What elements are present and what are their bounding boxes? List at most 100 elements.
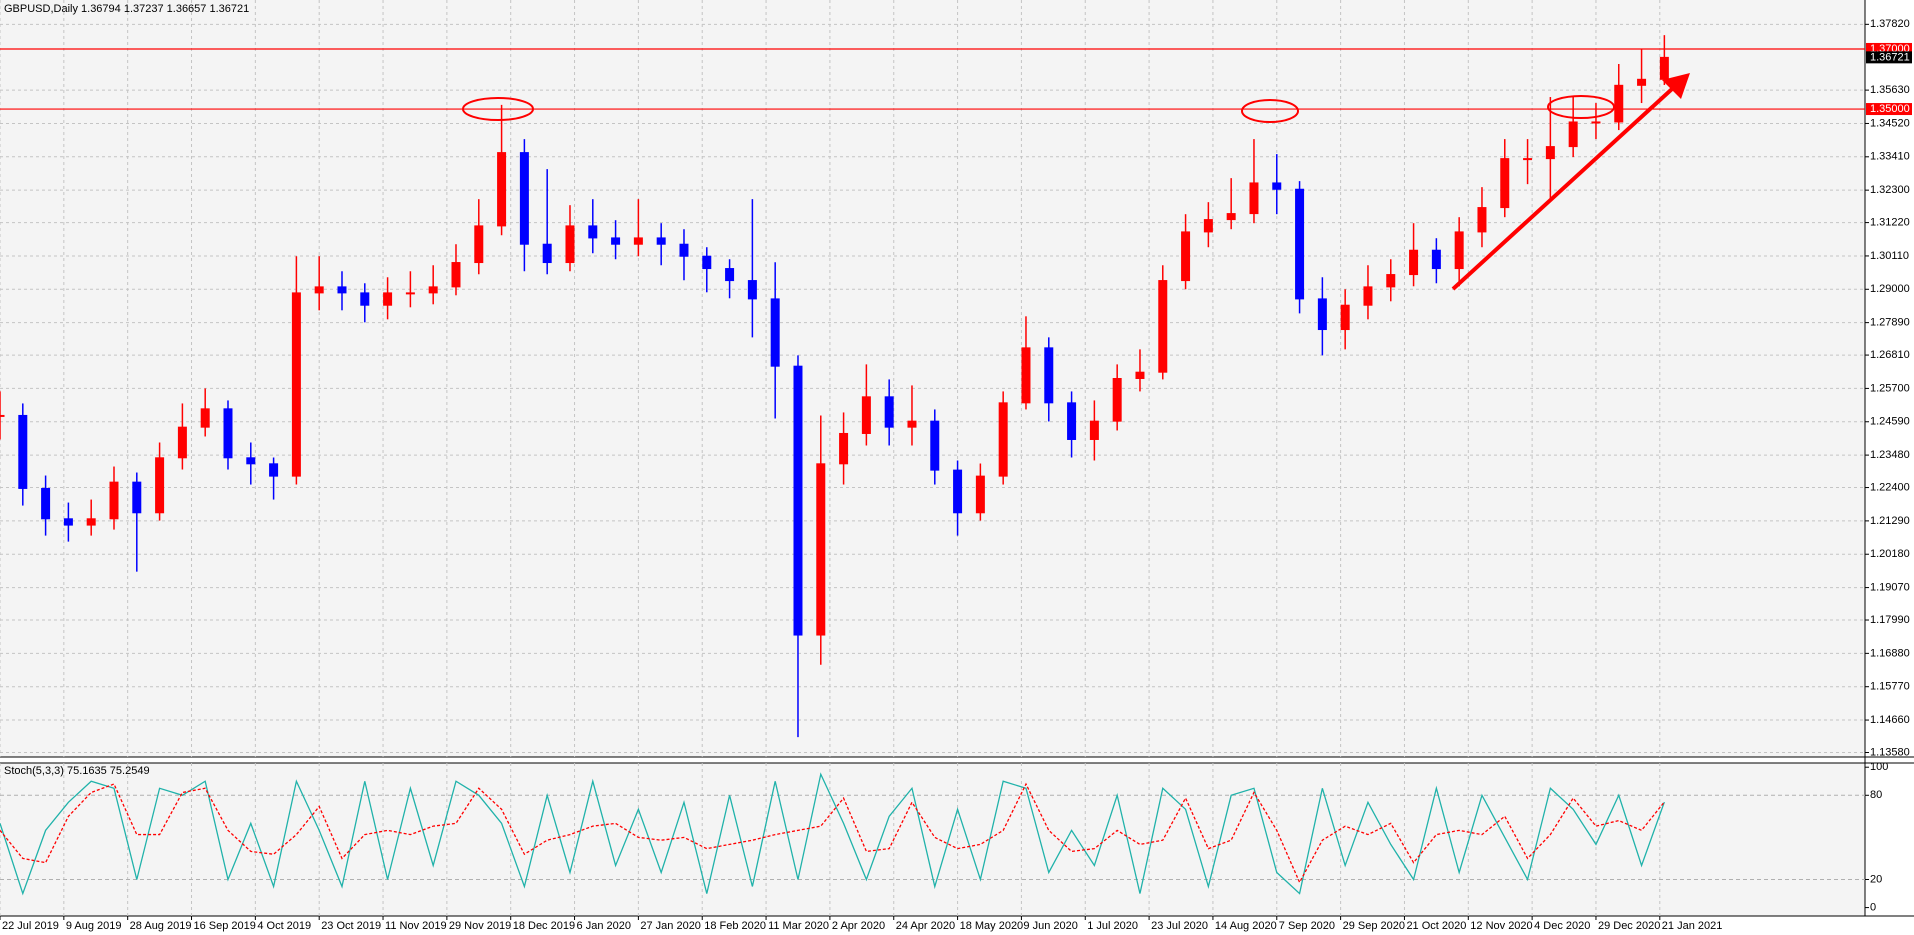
candle-body <box>998 402 1008 477</box>
candle-body <box>497 152 507 227</box>
y-tick-label: 1.24590 <box>1870 416 1910 428</box>
x-tick-label: 18 Dec 2019 <box>513 920 575 932</box>
candle-body <box>1249 182 1259 215</box>
candle-body <box>109 481 119 520</box>
candle-body <box>611 237 621 245</box>
candle-body <box>1112 378 1122 422</box>
candle-body <box>360 292 370 306</box>
x-tick-label: 23 Jul 2020 <box>1151 920 1208 932</box>
candle-body <box>200 408 210 428</box>
candle-body <box>1591 121 1601 124</box>
candle-body <box>223 408 233 459</box>
x-tick-label: 16 Sep 2019 <box>194 920 256 932</box>
candle-body <box>839 432 849 465</box>
candle-body <box>702 255 712 270</box>
y-tick-label: 1.33410 <box>1870 151 1910 163</box>
candle-body <box>269 463 279 477</box>
candle-body <box>18 414 28 489</box>
x-tick-label: 4 Dec 2020 <box>1534 920 1590 932</box>
y-tick-label: 1.26810 <box>1870 349 1910 361</box>
candle-body <box>1135 371 1145 380</box>
x-tick-label: 2 Apr 2020 <box>832 920 885 932</box>
candle-body <box>633 237 643 245</box>
x-tick-label: 29 Sep 2020 <box>1343 920 1405 932</box>
y-tick-label: 1.30110 <box>1870 250 1909 262</box>
candle-body <box>1340 304 1350 331</box>
x-tick-label: 9 Aug 2019 <box>66 920 122 932</box>
x-tick-label: 28 Aug 2019 <box>130 920 192 932</box>
candle-body <box>1568 121 1578 148</box>
price-label: 1.35000 <box>1870 103 1910 115</box>
stoch-title: Stoch(5,3,3) 75.1635 75.2549 <box>4 765 150 777</box>
candle-body <box>291 292 301 477</box>
candle-body <box>542 243 552 264</box>
y-tick-label: 1.21290 <box>1870 515 1910 527</box>
candle-body <box>1659 56 1669 80</box>
x-tick-label: 21 Jan 2021 <box>1662 920 1723 932</box>
stoch-line <box>0 782 1665 884</box>
candle-body <box>246 457 256 465</box>
last-price-box <box>1866 51 1912 64</box>
x-tick-label: 22 Jul 2019 <box>2 920 59 932</box>
candle-body <box>1158 280 1168 373</box>
candle-body <box>975 475 985 514</box>
candle-body <box>1272 182 1282 190</box>
candle-body <box>725 268 735 282</box>
candle-body <box>1523 158 1533 161</box>
candle-body <box>816 463 826 636</box>
x-tick-label: 6 Jan 2020 <box>577 920 631 932</box>
candle-body <box>1044 347 1054 404</box>
candle-body <box>155 457 165 514</box>
main-panel <box>0 0 1865 757</box>
candle-body <box>451 262 461 288</box>
y-tick-label: 1.13580 <box>1870 746 1910 758</box>
candle-body <box>1067 402 1077 440</box>
y-tick-label: 1.17990 <box>1870 614 1910 626</box>
y-tick-label: 1.34520 <box>1870 117 1910 129</box>
candle-body <box>337 286 347 294</box>
candle-body <box>679 243 689 257</box>
candle-body <box>884 396 894 428</box>
y-tick-label: 1.32300 <box>1870 184 1910 196</box>
candle-body <box>1500 158 1510 209</box>
candle-body <box>1181 231 1191 282</box>
candle-body <box>314 286 324 294</box>
candle-body <box>770 298 780 367</box>
candle-body <box>132 481 142 514</box>
candle-body <box>588 225 598 239</box>
candle-body <box>656 237 666 245</box>
y-tick-label: 0 <box>1870 901 1876 913</box>
chart-title: GBPUSD,Daily 1.36794 1.37237 1.36657 1.3… <box>4 3 249 15</box>
candle-body <box>1295 188 1305 300</box>
candle-body <box>63 518 73 526</box>
candle-body <box>907 420 917 428</box>
y-tick-label: 1.19070 <box>1870 581 1910 593</box>
x-tick-label: 23 Oct 2019 <box>321 920 381 932</box>
x-tick-label: 9 Jun 2020 <box>1023 920 1077 932</box>
x-tick-label: 27 Jan 2020 <box>640 920 701 932</box>
x-tick-label: 11 Mar 2020 <box>768 920 829 932</box>
y-tick-label: 1.22400 <box>1870 481 1910 493</box>
y-tick-label: 1.37820 <box>1870 18 1910 30</box>
annotation-arrowhead <box>1662 73 1690 99</box>
x-tick-label: 29 Dec 2020 <box>1598 920 1660 932</box>
candle-body <box>519 152 529 245</box>
annotation-ellipse <box>462 97 534 121</box>
y-tick-label: 1.15770 <box>1870 681 1910 693</box>
candle-body <box>383 292 393 306</box>
candle-body <box>1203 219 1213 233</box>
y-tick-label: 1.14660 <box>1870 714 1910 726</box>
y-tick-label: 20 <box>1870 873 1882 885</box>
candle-body <box>405 292 415 295</box>
y-tick-label: 1.31220 <box>1870 217 1910 229</box>
candle-body <box>565 225 575 264</box>
candle-body <box>747 280 757 300</box>
x-tick-label: 18 Feb 2020 <box>704 920 766 932</box>
candle-body <box>793 365 803 636</box>
price-label-box <box>1866 103 1912 116</box>
x-tick-label: 14 Aug 2020 <box>1215 920 1277 932</box>
stoch-panel <box>0 763 1865 916</box>
candle-body <box>1386 274 1396 288</box>
candle-body <box>930 420 940 471</box>
